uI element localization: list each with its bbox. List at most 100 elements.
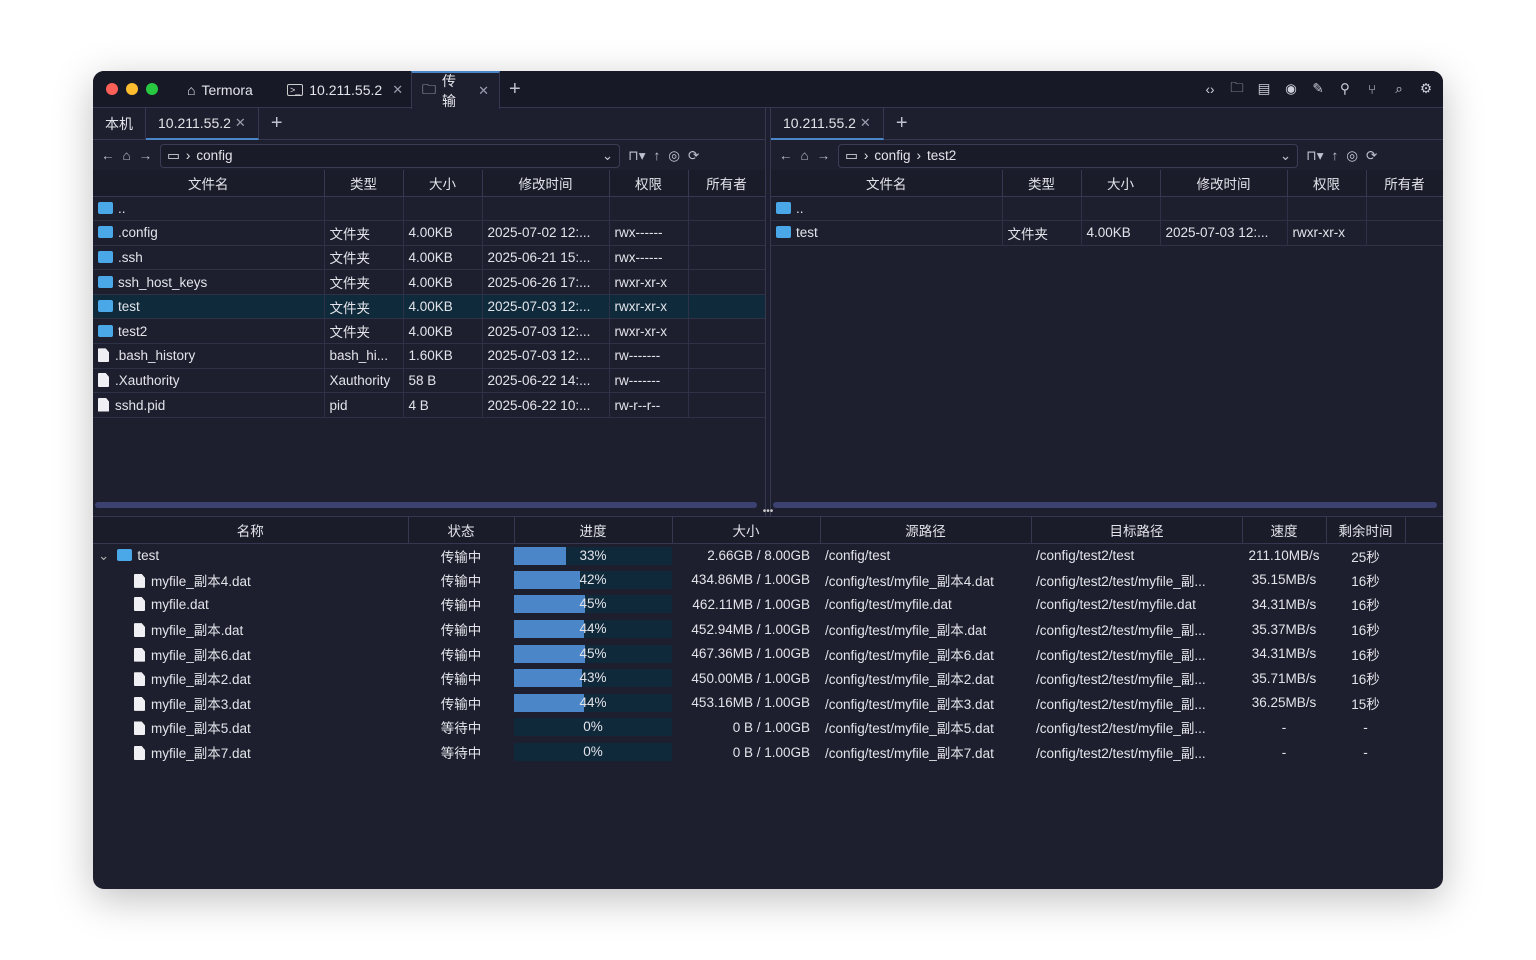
drive-icon: ▭ <box>845 147 858 163</box>
close-tab-icon[interactable]: ✕ <box>392 81 404 97</box>
header-row: 文件名 类型 大小 修改时间 权限 所有者 <box>93 170 766 197</box>
folder-icon[interactable]: 🗀 <box>1230 79 1244 95</box>
column-header[interactable]: 大小 <box>1081 170 1161 197</box>
chevron-down-icon[interactable]: ⌄ <box>1279 147 1292 163</box>
column-header[interactable]: 权限 <box>1287 170 1367 197</box>
file-row[interactable]: .ssh 文件夹 4.00KB 2025-06-21 15:... rwx------ <box>93 245 766 271</box>
column-header[interactable]: 目标路径 <box>1031 517 1243 544</box>
size-cell: 450.00MB / 1.00GB <box>691 670 810 686</box>
column-header[interactable]: 剩余时间 <box>1326 517 1406 544</box>
column-header[interactable]: 进度 <box>514 517 673 544</box>
up-icon[interactable]: ↑ <box>1331 148 1339 163</box>
file-row[interactable]: ssh_host_keys 文件夹 4.00KB 2025-06-26 17:... r… <box>93 269 766 295</box>
file-row[interactable]: test 文件夹 4.00KB 2025-07-03 12:... rwxr-xr-x <box>93 294 766 320</box>
bookmark-icon[interactable]: ⊓▾ <box>1306 147 1324 163</box>
search-icon[interactable]: ⌕ <box>1395 81 1403 96</box>
column-header[interactable]: 大小 <box>403 170 483 197</box>
file-row[interactable]: .. <box>771 196 1443 222</box>
file-row[interactable]: test2 文件夹 4.00KB 2025-07-03 12:... rwxr-xr-x <box>93 318 766 345</box>
up-icon[interactable]: ↑ <box>653 148 661 163</box>
file-row[interactable]: .config 文件夹 4.00KB 2025-07-02 12:... rwx----… <box>93 220 766 246</box>
column-header[interactable]: 权限 <box>609 170 689 197</box>
file-row[interactable]: .Xauthority Xauthority 58 B 2025-06-22 14:.… <box>93 368 766 394</box>
minimize-window-button[interactable] <box>126 83 138 95</box>
refresh-icon[interactable]: ⟳ <box>1366 147 1378 163</box>
transfer-row[interactable]: ⌄ test 传输中 33% 2.66GB / 8.00GB /config/te… <box>93 543 1443 568</box>
transfer-row[interactable]: myfile_副本6.dat 传输中 45% 467.36MB / 1.00GB… <box>93 641 1443 666</box>
column-header[interactable]: 文件名 <box>93 170 325 197</box>
perm-cell: rwxr-xr-x <box>1287 220 1367 246</box>
column-header[interactable]: 修改时间 <box>1160 170 1288 197</box>
tab-local[interactable]: 本机 <box>93 107 146 140</box>
horizontal-scrollbar[interactable] <box>773 502 1437 508</box>
column-header[interactable]: 类型 <box>1002 170 1082 197</box>
close-tab-icon[interactable]: ✕ <box>859 114 871 130</box>
forward-icon[interactable]: → <box>138 148 153 163</box>
maximize-window-button[interactable] <box>146 83 158 95</box>
transfer-row[interactable]: myfile_副本4.dat 传输中 42% 434.86MB / 1.00GB… <box>93 568 1443 593</box>
chevron-down-icon[interactable]: ⌄ <box>98 547 110 563</box>
column-header[interactable]: 源路径 <box>820 517 1032 544</box>
branch-icon[interactable]: ⑂ <box>1367 81 1377 97</box>
file-row[interactable]: test 文件夹 4.00KB 2025-07-03 12:... rwxr-xr-x <box>771 220 1443 246</box>
transfer-row[interactable]: myfile_副本.dat 传输中 44% 452.94MB / 1.00GB … <box>93 617 1443 642</box>
back-icon[interactable]: ← <box>101 148 115 163</box>
file-row[interactable]: sshd.pid pid 4 B 2025-06-22 10:... rw-r--r-- <box>93 392 766 418</box>
record-icon[interactable]: ◉ <box>1285 81 1297 96</box>
bookmark-icon[interactable]: ⊓▾ <box>628 147 646 163</box>
pane-splitter[interactable] <box>765 108 771 540</box>
code-icon[interactable]: ‹› <box>1205 81 1215 97</box>
new-tab-button[interactable]: + <box>270 112 283 134</box>
column-header[interactable]: 大小 <box>672 517 821 544</box>
transfer-row[interactable]: myfile_副本2.dat 传输中 43% 450.00MB / 1.00GB… <box>93 666 1443 691</box>
column-header[interactable]: 所有者 <box>688 170 766 197</box>
log-icon[interactable]: ▤ <box>1257 81 1271 96</box>
column-header[interactable]: 速度 <box>1242 517 1327 544</box>
eye-icon[interactable]: ◎ <box>668 147 680 163</box>
close-tab-icon[interactable]: ✕ <box>478 83 489 98</box>
vertical-splitter[interactable]: ••• <box>93 507 1443 517</box>
name-cell: myfile_副本7.dat <box>93 740 408 765</box>
column-header[interactable]: 修改时间 <box>482 170 610 197</box>
folder-icon <box>98 300 113 313</box>
file-icon <box>134 696 145 711</box>
key-icon[interactable]: ⚲ <box>1340 81 1350 96</box>
mtime-cell: 2025-07-03 12:... <box>482 343 610 369</box>
file-row[interactable]: .. <box>93 196 766 222</box>
column-header[interactable]: 文件名 <box>771 170 1003 197</box>
new-tab-button[interactable]: + <box>895 112 908 134</box>
home-icon[interactable]: ⌂ <box>122 148 131 163</box>
tab-remote[interactable]: 10.211.55.2 ✕ <box>146 107 259 140</box>
source-path-cell: /config/test/myfile_副本4.dat <box>825 573 994 589</box>
close-window-button[interactable] <box>106 83 118 95</box>
home-icon[interactable]: ⌂ <box>800 148 809 163</box>
refresh-icon[interactable]: ⟳ <box>688 147 700 163</box>
new-tab-button[interactable]: + <box>509 78 521 100</box>
transfer-row[interactable]: myfile_副本5.dat 等待中 0% 0 B / 1.00GB /conf… <box>93 715 1443 740</box>
folder-icon <box>98 201 113 214</box>
pen-icon[interactable]: ✎ <box>1312 81 1324 96</box>
forward-icon[interactable]: → <box>816 148 831 163</box>
transfer-row[interactable]: myfile_副本7.dat 等待中 0% 0 B / 1.00GB /conf… <box>93 740 1443 765</box>
tab-termora[interactable]: ⌂ Termora <box>187 81 253 98</box>
path-input[interactable]: ▭ › config › test2 ⌄ <box>838 143 1299 168</box>
transfer-row[interactable]: myfile.dat 传输中 45% 462.11MB / 1.00GB /co… <box>93 592 1443 617</box>
tab-remote[interactable]: 10.211.55.2 ✕ <box>771 107 884 140</box>
close-tab-icon[interactable]: ✕ <box>234 114 246 130</box>
column-header[interactable]: 名称 <box>93 517 409 544</box>
column-header[interactable]: 类型 <box>324 170 404 197</box>
chevron-down-icon[interactable]: ⌄ <box>601 147 614 163</box>
tab-ssh[interactable]: >_ 10.211.55.2 ✕ <box>287 71 403 108</box>
progress-cell: 45% <box>514 641 672 666</box>
tab-transfer[interactable]: 🗀 传输 ✕ <box>411 71 500 109</box>
back-icon[interactable]: ← <box>779 148 793 163</box>
transfer-row[interactable]: myfile_副本3.dat 传输中 44% 453.16MB / 1.00GB… <box>93 691 1443 716</box>
gear-icon[interactable]: ⚙ <box>1419 81 1433 96</box>
file-row[interactable]: .bash_history bash_hi... 1.60KB 2025-07-03 … <box>93 343 766 369</box>
column-header[interactable]: 所有者 <box>1366 170 1443 197</box>
source-path-cell: /config/test/myfile_副本7.dat <box>825 746 994 762</box>
path-input[interactable]: ▭ › config ⌄ <box>160 143 621 168</box>
eye-icon[interactable]: ◎ <box>1346 147 1358 163</box>
horizontal-scrollbar[interactable] <box>95 502 757 508</box>
column-header[interactable]: 状态 <box>408 517 515 544</box>
